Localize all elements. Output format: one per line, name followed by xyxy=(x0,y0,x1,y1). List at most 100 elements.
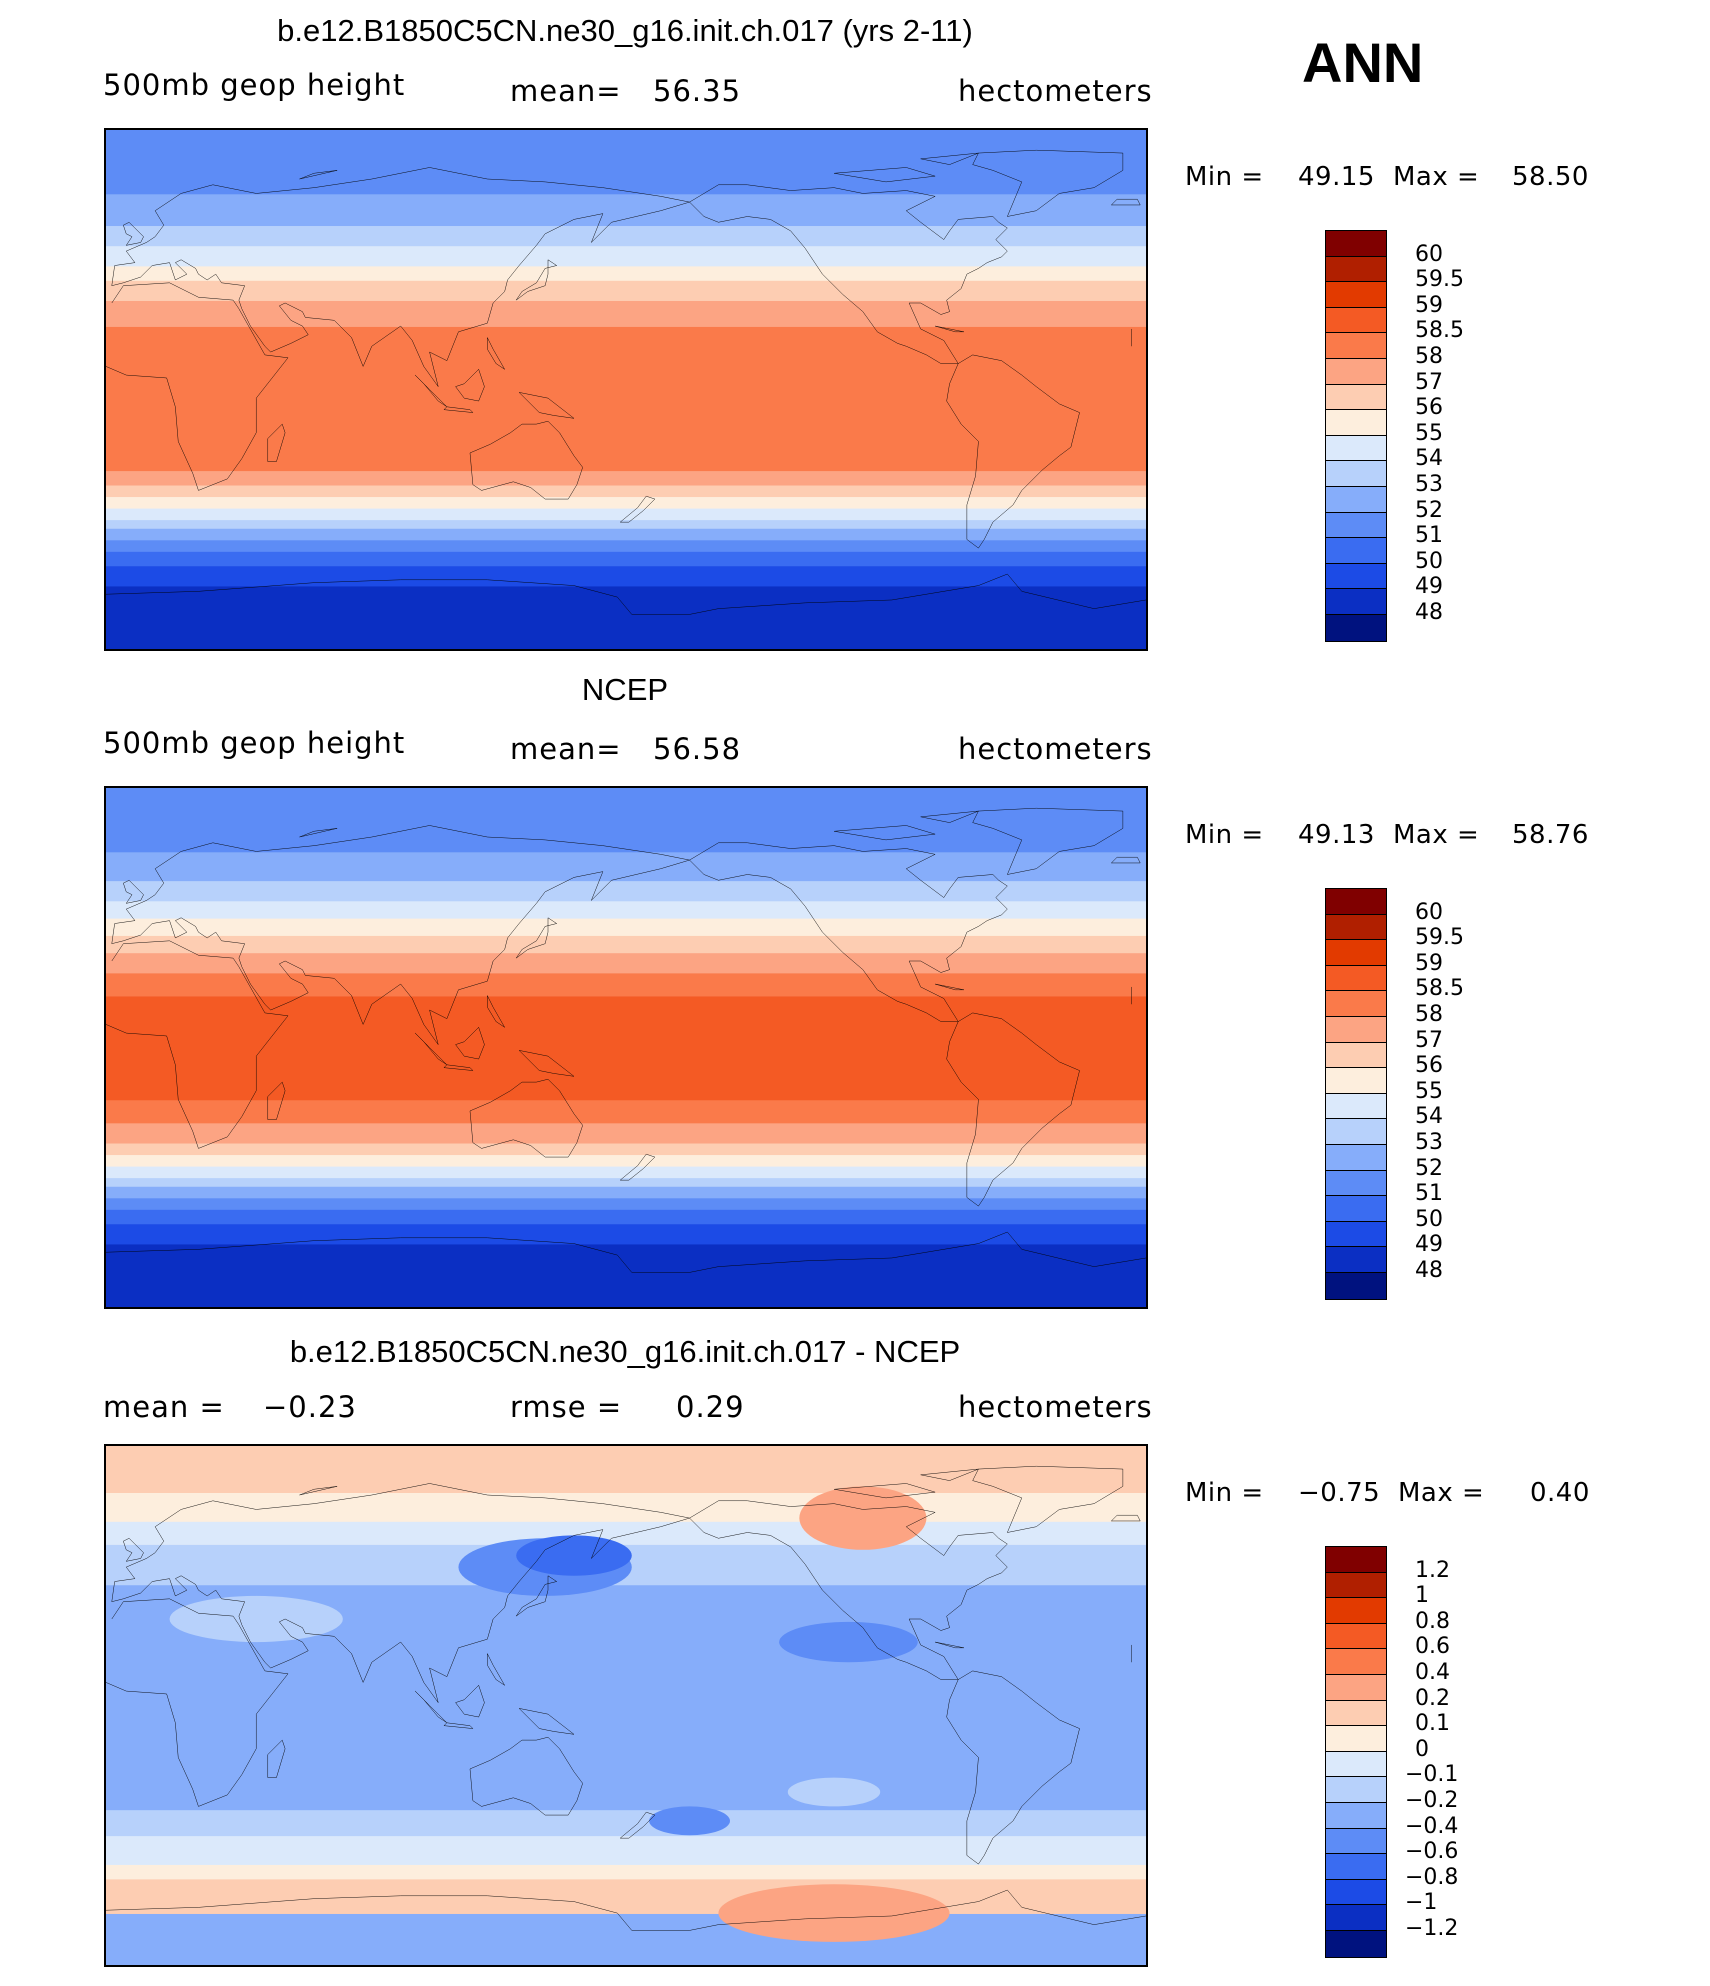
colorbar-tick-label: 52 xyxy=(1415,497,1443,523)
contour-band xyxy=(106,1878,1146,1914)
colorbar-tick-label: −0.1 xyxy=(1405,1762,1459,1788)
contour-band xyxy=(106,1122,1146,1144)
panel2-title: NCEP xyxy=(581,672,669,707)
colorbar-tick-label: 58 xyxy=(1415,344,1443,369)
contour-feature xyxy=(516,1535,632,1576)
colorbar-swatch xyxy=(1326,1016,1386,1043)
coastline xyxy=(456,369,485,401)
colorbar-tick-label: 49 xyxy=(1415,574,1443,600)
panel3-units: hectometers xyxy=(958,1390,1153,1424)
colorbar-swatch xyxy=(1326,1598,1386,1624)
coastline xyxy=(300,1486,338,1495)
contour-band xyxy=(106,484,1146,498)
coastline xyxy=(947,355,1080,548)
colorbar-tick-label: 52 xyxy=(1415,1155,1443,1181)
colorbar-tick-label: 0.6 xyxy=(1415,1634,1450,1660)
contour-band xyxy=(106,1864,1146,1880)
colorbar-box xyxy=(1325,888,1387,1300)
colorbar-swatch xyxy=(1326,940,1386,966)
coastline xyxy=(123,222,143,245)
panel3-map-svg xyxy=(106,1446,1146,1965)
colorbar-tick-label: 59.5 xyxy=(1415,925,1464,951)
panel2-map-svg xyxy=(106,788,1146,1307)
panel2-min-value: 49.13 xyxy=(1298,820,1375,850)
coastline xyxy=(470,1079,583,1157)
coastline xyxy=(921,1469,979,1481)
contour-band xyxy=(106,265,1146,281)
contour-band xyxy=(106,1243,1146,1307)
colorbar-tick-label: 50 xyxy=(1415,1206,1443,1232)
colorbar-box xyxy=(1325,230,1387,642)
coastline xyxy=(415,1691,447,1723)
panel1-max-value: 58.50 xyxy=(1512,162,1589,192)
contour-band xyxy=(106,1185,1146,1199)
coastline xyxy=(444,407,473,413)
panel2-mean-label: mean= xyxy=(510,732,622,766)
panel3-rmse-value: 0.29 xyxy=(676,1390,745,1424)
colorbar-swatch xyxy=(1326,1828,1386,1855)
coastline xyxy=(834,167,935,181)
colorbar-swatch xyxy=(1326,1777,1386,1803)
contour-band xyxy=(106,1177,1146,1187)
panel2-map xyxy=(104,786,1148,1309)
colorbar-swatch xyxy=(1326,1623,1386,1650)
contour-band xyxy=(106,1099,1146,1124)
coastline xyxy=(935,326,964,332)
contour-band xyxy=(106,1208,1146,1225)
panel1-mean-value: 56.35 xyxy=(653,74,742,108)
colorbar-swatch xyxy=(1326,889,1386,915)
colorbar-tick-label: 48 xyxy=(1415,600,1443,625)
colorbar-tick-label: −0.4 xyxy=(1405,1813,1459,1839)
panel2-mean-value: 56.58 xyxy=(653,732,742,766)
coastline xyxy=(106,941,288,1149)
colorbar-swatch xyxy=(1326,282,1386,308)
colorbar-tick-label: 56 xyxy=(1415,395,1443,421)
coastline xyxy=(620,496,655,522)
coastline xyxy=(519,392,574,418)
colorbar-box xyxy=(1325,1546,1387,1958)
panel3-rmse-label: rmse = xyxy=(510,1390,623,1424)
coastline xyxy=(690,185,1008,364)
contour-band xyxy=(106,279,1146,301)
contour-band xyxy=(106,1223,1146,1245)
colorbar-tick-label: 0 xyxy=(1415,1736,1429,1762)
colorbar-swatch xyxy=(1326,614,1386,641)
colorbar-swatch xyxy=(1326,1572,1386,1599)
coastline xyxy=(834,1483,935,1497)
colorbar-swatch xyxy=(1326,589,1386,615)
coastline xyxy=(106,1599,288,1807)
coastline xyxy=(834,825,935,839)
colorbar-swatch xyxy=(1326,1144,1386,1171)
contour-band xyxy=(106,880,1146,902)
coastline xyxy=(935,984,964,990)
panel3-max-label: Max = xyxy=(1398,1478,1485,1508)
coastline xyxy=(106,283,288,491)
coastline xyxy=(106,574,1146,614)
contour-band xyxy=(106,1197,1146,1210)
contour-feature xyxy=(169,1595,343,1643)
coastline xyxy=(268,424,285,461)
colorbar-swatch xyxy=(1326,1119,1386,1145)
coastline xyxy=(487,1654,504,1686)
coastline xyxy=(921,153,979,165)
contour-band xyxy=(106,519,1146,529)
coastline xyxy=(947,1671,1080,1864)
colorbar-tick-label: 58 xyxy=(1415,1002,1443,1027)
coastline xyxy=(973,150,1123,216)
contour-feature xyxy=(799,1486,927,1550)
colorbar-tick-label: 51 xyxy=(1415,1181,1443,1207)
colorbar-tick-label: −0.8 xyxy=(1405,1864,1459,1890)
colorbar-tick-label: 58.5 xyxy=(1415,976,1464,1002)
panel3-mean-label: mean = xyxy=(103,1390,225,1424)
coastline xyxy=(973,1466,1123,1532)
panel1-min-value: 49.15 xyxy=(1298,162,1375,192)
colorbar-swatch xyxy=(1326,1068,1386,1094)
contour-band xyxy=(106,952,1146,974)
contour-band xyxy=(106,972,1146,997)
colorbar-swatch xyxy=(1326,1221,1386,1248)
coastline xyxy=(123,880,143,903)
colorbar-tick-label: 58.5 xyxy=(1415,318,1464,344)
colorbar-swatch xyxy=(1326,991,1386,1017)
coastline xyxy=(690,1501,1008,1680)
contour-band xyxy=(106,470,1146,486)
